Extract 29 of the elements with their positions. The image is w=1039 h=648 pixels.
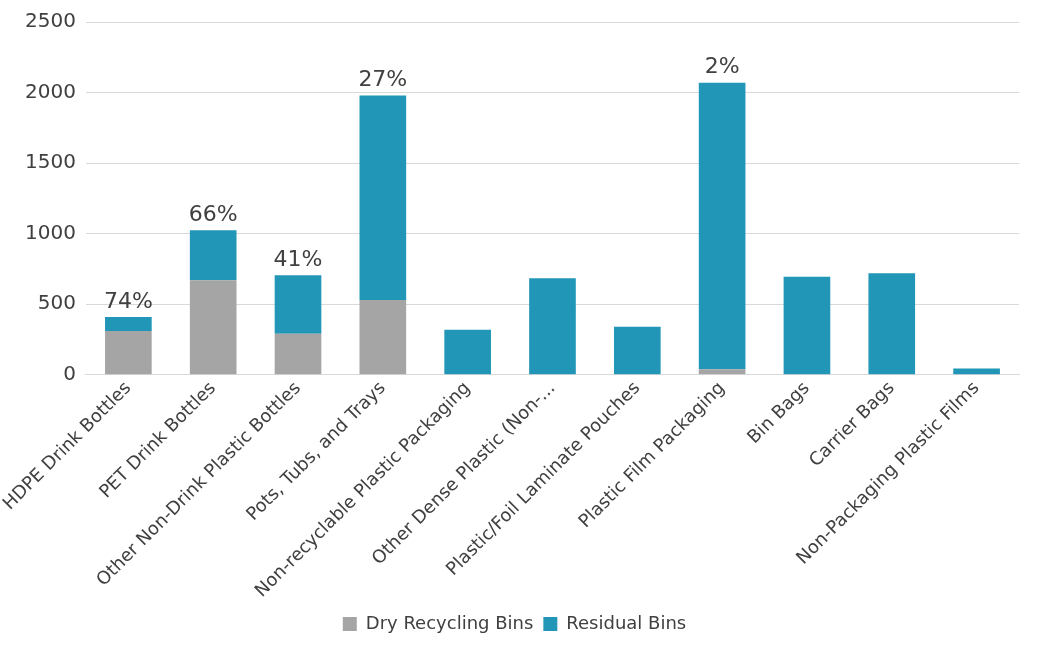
- annotation: 66%: [188, 200, 238, 226]
- annotation: 74%: [103, 287, 153, 313]
- bar: [359, 300, 407, 375]
- bar: [359, 95, 407, 300]
- bar: [189, 230, 237, 281]
- bar: [698, 369, 746, 375]
- bar: [698, 82, 746, 370]
- bar: [274, 275, 322, 334]
- legend-label: Dry Recycling Bins: [365, 611, 534, 633]
- bar: [868, 273, 916, 375]
- bar: [613, 326, 661, 375]
- bar: [783, 276, 831, 375]
- annotation: 27%: [358, 66, 408, 92]
- bar: [274, 333, 322, 375]
- bar: [529, 278, 576, 375]
- legend-label: Residual Bins: [566, 611, 687, 633]
- bar: [105, 316, 152, 332]
- y-tick-label: 1000: [25, 219, 76, 244]
- bar: [189, 280, 237, 375]
- annotation: 2%: [704, 53, 740, 79]
- annotation: 41%: [273, 246, 323, 272]
- y-tick-label: 2500: [25, 8, 76, 33]
- y-tick-label: 2000: [25, 78, 76, 103]
- bar: [105, 331, 152, 375]
- bar: [953, 368, 1000, 375]
- bar: [444, 329, 491, 375]
- y-tick-label: 1500: [25, 149, 76, 174]
- y-tick-label: 0: [63, 361, 76, 385]
- y-tick-label: 500: [37, 290, 76, 315]
